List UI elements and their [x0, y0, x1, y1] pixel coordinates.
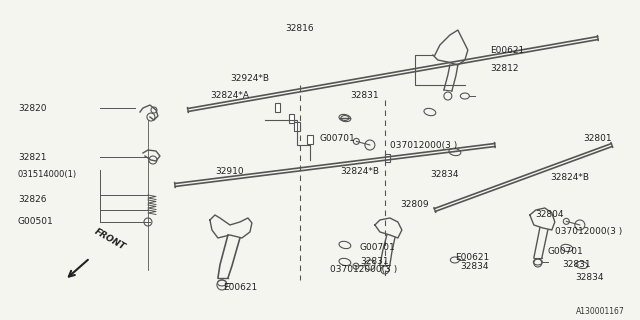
- Text: 32826: 32826: [18, 196, 47, 204]
- Text: 32820: 32820: [18, 103, 47, 113]
- Text: G00701: G00701: [320, 133, 356, 142]
- Bar: [275, 102, 280, 111]
- Text: G00501: G00501: [18, 218, 54, 227]
- Text: 32801: 32801: [584, 133, 612, 142]
- Text: 32831: 32831: [562, 260, 591, 269]
- Text: E00621: E00621: [455, 253, 489, 262]
- Text: 32824*B: 32824*B: [340, 167, 379, 177]
- Text: 32824*B: 32824*B: [550, 173, 589, 182]
- Text: 32804: 32804: [535, 211, 563, 220]
- Text: G00701: G00701: [548, 247, 584, 256]
- Text: 32834: 32834: [460, 262, 488, 271]
- Text: 037012000(3 ): 037012000(3 ): [330, 266, 397, 275]
- Bar: [289, 114, 294, 123]
- FancyBboxPatch shape: [294, 122, 300, 131]
- Text: 32924*B: 32924*B: [230, 74, 269, 83]
- Text: 32831: 32831: [350, 91, 378, 100]
- Text: 32812: 32812: [490, 64, 518, 73]
- FancyBboxPatch shape: [307, 135, 313, 144]
- Text: E00621: E00621: [223, 284, 257, 292]
- Text: 32834: 32834: [575, 274, 604, 283]
- Text: 037012000(3 ): 037012000(3 ): [555, 228, 622, 236]
- Text: 32824*A: 32824*A: [210, 91, 249, 100]
- Text: 32834: 32834: [430, 171, 458, 180]
- Text: A130001167: A130001167: [576, 308, 625, 316]
- Text: G00701: G00701: [360, 244, 396, 252]
- Text: E00621: E00621: [490, 45, 524, 54]
- Bar: [385, 154, 390, 163]
- Text: 037012000(3 ): 037012000(3 ): [390, 140, 457, 149]
- Text: 32821: 32821: [18, 153, 47, 162]
- Text: 32831: 32831: [360, 258, 388, 267]
- Text: 031514000(1): 031514000(1): [18, 171, 77, 180]
- Text: 32809: 32809: [400, 201, 429, 210]
- Text: 32910: 32910: [215, 167, 244, 177]
- Text: FRONT: FRONT: [93, 227, 127, 252]
- Text: 32816: 32816: [285, 24, 314, 33]
